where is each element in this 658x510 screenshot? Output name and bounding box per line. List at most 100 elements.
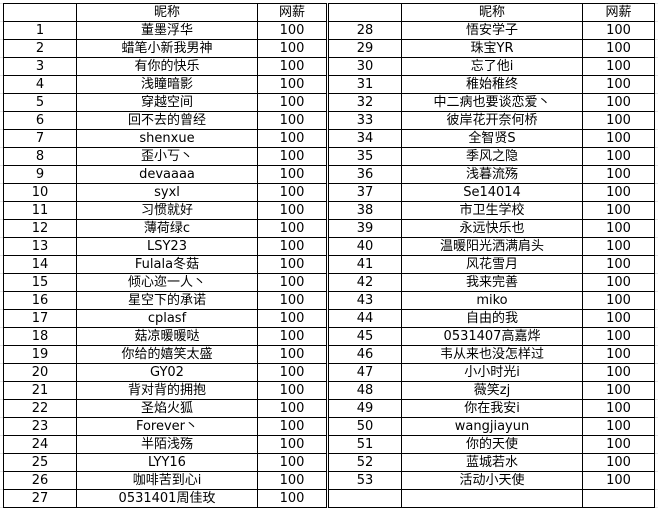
nickname-cell: 0531401周佳玫	[76, 489, 258, 508]
nickname-cell: 星空下的承诺	[76, 291, 258, 310]
table-row: 33 彼岸花开奈何桥 100	[328, 111, 655, 130]
row-number: 38	[328, 201, 402, 220]
nickname-cell: 永远快乐也	[401, 219, 583, 238]
row-number: 40	[328, 237, 402, 256]
table-row: 32 中二病也要谈恋爱丶 100	[328, 93, 655, 112]
row-number: 12	[3, 219, 77, 238]
row-number: 5	[3, 93, 77, 112]
nickname-cell: 菇凉暖暖哒	[76, 327, 258, 346]
salary-cell: 100	[257, 201, 327, 220]
nickname-cell: miko	[401, 291, 583, 310]
row-number: 48	[328, 381, 402, 400]
nickname-cell: LYY16	[76, 453, 258, 472]
nickname-cell: 季风之隐	[401, 147, 583, 166]
nickname-cell: 风花雪月	[401, 255, 583, 274]
nickname-cell: 穿越空间	[76, 93, 258, 112]
salary-cell: 100	[257, 147, 327, 166]
salary-cell: 100	[257, 453, 327, 472]
row-number: 49	[328, 399, 402, 418]
salary-cell: 100	[257, 255, 327, 274]
table-row: 21 背对背的拥抱 100	[3, 381, 327, 400]
empty-row	[328, 489, 655, 508]
salary-cell: 100	[582, 21, 655, 40]
salary-cell: 100	[582, 75, 655, 94]
salary-cell: 100	[582, 165, 655, 184]
table-row: 13 LSY23 100	[3, 237, 327, 256]
nickname-cell: 浅暮流殇	[401, 165, 583, 184]
row-number: 34	[328, 129, 402, 148]
salary-cell: 100	[257, 345, 327, 364]
nickname-cell: 回不去的曾经	[76, 111, 258, 130]
salary-cell: 100	[257, 39, 327, 58]
nickname-cell: 悟安学子	[401, 21, 583, 40]
nickname-cell: cplasf	[76, 309, 258, 328]
table-row: 28 悟安学子 100	[328, 21, 655, 40]
table-row: 10 syxl 100	[3, 183, 327, 202]
salary-cell: 100	[582, 417, 655, 436]
nickname-cell: devaaaa	[76, 165, 258, 184]
header-row: 昵称 网薪	[328, 3, 655, 22]
salary-cell: 100	[257, 219, 327, 238]
header-number	[3, 3, 77, 22]
nickname-cell: 你的天使	[401, 435, 583, 454]
salary-cell: 100	[257, 57, 327, 76]
row-number: 13	[3, 237, 77, 256]
header-nickname: 昵称	[401, 3, 583, 22]
table-row: 48 薇笑zj 100	[328, 381, 655, 400]
nickname-cell: 全智贤S	[401, 129, 583, 148]
table-row: 52 蓝城若水 100	[328, 453, 655, 472]
row-number: 41	[328, 255, 402, 274]
row-number: 19	[3, 345, 77, 364]
row-number: 39	[328, 219, 402, 238]
table-row: 7 shenxue 100	[3, 129, 327, 148]
table-row: 1 董墨浮华 100	[3, 21, 327, 40]
salary-cell: 100	[582, 237, 655, 256]
table-row: 41 风花雪月 100	[328, 255, 655, 274]
row-number: 18	[3, 327, 77, 346]
salary-cell: 100	[257, 417, 327, 436]
table-row: 35 季风之隐 100	[328, 147, 655, 166]
table-row: 17 cplasf 100	[3, 309, 327, 328]
row-number: 10	[3, 183, 77, 202]
salary-cell: 100	[582, 201, 655, 220]
row-number: 8	[3, 147, 77, 166]
table-row: 51 你的天使 100	[328, 435, 655, 454]
nickname-cell: 半陌浅殇	[76, 435, 258, 454]
salary-cell: 100	[582, 93, 655, 112]
table-row: 36 浅暮流殇 100	[328, 165, 655, 184]
row-number: 30	[328, 57, 402, 76]
row-number: 46	[328, 345, 402, 364]
salary-cell: 100	[257, 363, 327, 382]
row-number: 21	[3, 381, 77, 400]
row-number: 50	[328, 417, 402, 436]
header-number	[328, 3, 402, 22]
table-row: 16 星空下的承诺 100	[3, 291, 327, 310]
salary-cell: 100	[582, 471, 655, 490]
table-row: 18 菇凉暖暖哒 100	[3, 327, 327, 346]
row-number: 4	[3, 75, 77, 94]
table-row: 26 咖啡苦到心i 100	[3, 471, 327, 490]
row-number: 47	[328, 363, 402, 382]
table-row: 40 温暖阳光洒满肩头 100	[328, 237, 655, 256]
nickname-cell: Fulala冬菇	[76, 255, 258, 274]
row-number: 7	[3, 129, 77, 148]
nickname-cell: wangjiayun	[401, 417, 583, 436]
salary-cell: 100	[582, 273, 655, 292]
nickname-cell: 薄荷绿c	[76, 219, 258, 238]
left-table: 昵称 网薪 1 董墨浮华 100 2 蜡笔小新我男神 100 3 有你的快乐 100 4 浅瞳暗影 1…	[3, 3, 327, 508]
table-row: 14 Fulala冬菇 100	[3, 255, 327, 274]
row-number: 27	[3, 489, 77, 508]
row-number: 20	[3, 363, 77, 382]
nickname-cell: 忘了他i	[401, 57, 583, 76]
salary-cell: 100	[257, 327, 327, 346]
table-row: 46 韦从来也没怎样过 100	[328, 345, 655, 364]
row-number: 3	[3, 57, 77, 76]
row-number: 45	[328, 327, 402, 346]
table-row: 49 你在我安i 100	[328, 399, 655, 418]
table-row: 11 习惯就好 100	[3, 201, 327, 220]
right-table: 昵称 网薪 28 悟安学子 100 29 珠宝YR 100 30 忘了他i 100 31 稚始稚终 1…	[328, 3, 655, 508]
salary-cell: 100	[257, 75, 327, 94]
empty-cell	[328, 489, 402, 508]
row-number: 1	[3, 21, 77, 40]
nickname-cell: 小小时光i	[401, 363, 583, 382]
